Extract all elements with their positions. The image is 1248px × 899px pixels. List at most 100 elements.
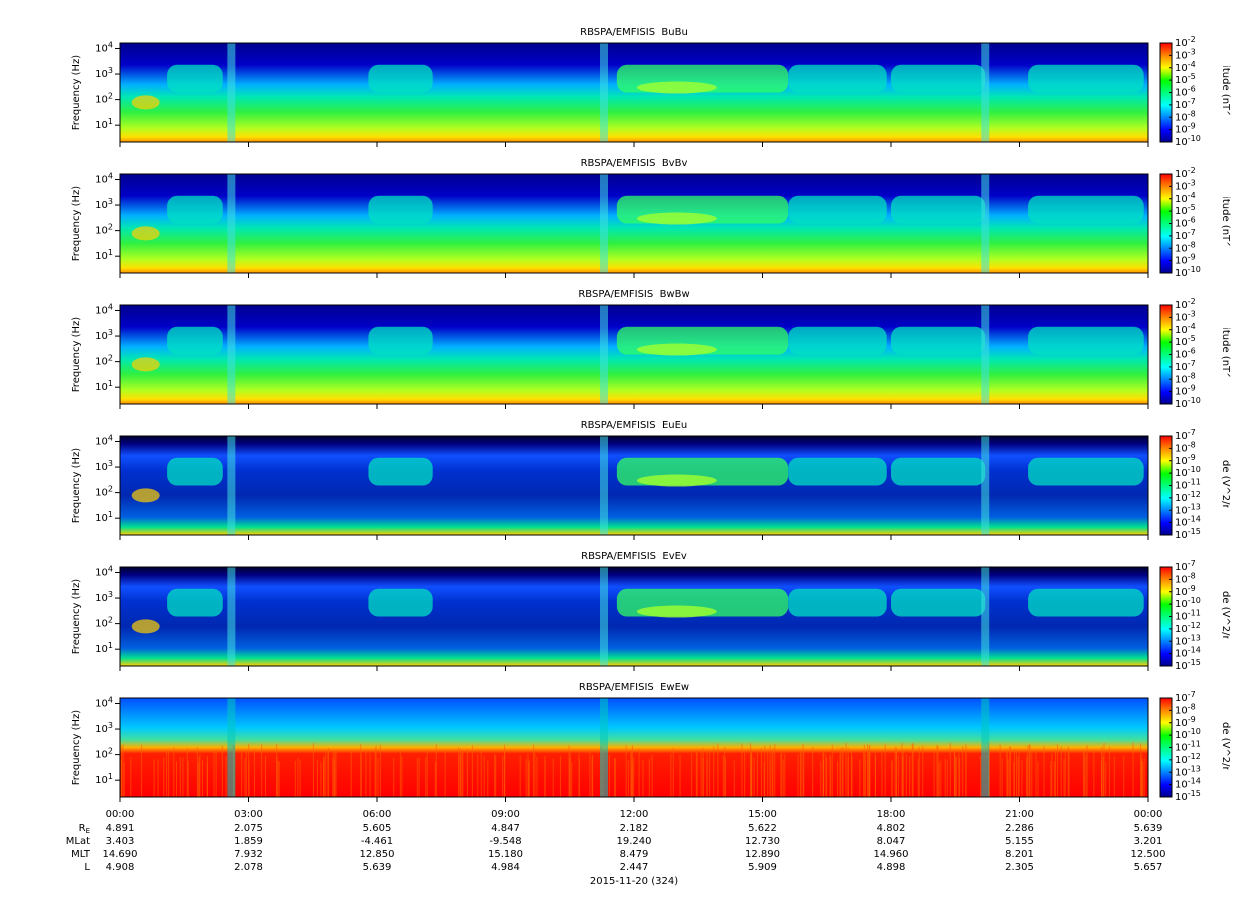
y-tick-label: 104 — [95, 564, 113, 579]
ephemeris-value: 2.078 — [234, 862, 263, 873]
colorbar-tick-label: 10-12 — [1175, 489, 1201, 504]
colorbar-tick-label: 10-12 — [1175, 751, 1201, 766]
ephemeris-value: 5.909 — [748, 862, 777, 873]
colorbar-tick-label: 10-7 — [1175, 690, 1196, 705]
y-tick-label: 102 — [95, 746, 113, 761]
event-streak — [600, 567, 609, 666]
chorus-band — [167, 195, 223, 224]
y-tick-label: 102 — [95, 91, 113, 106]
chorus-band — [788, 588, 887, 617]
colorbar-tick-label: 10-15 — [1175, 789, 1201, 804]
hiss-patch — [131, 226, 160, 241]
chorus-band — [891, 326, 986, 355]
y-tick-label: 103 — [95, 721, 113, 736]
colorbar-tick-label: 10-9 — [1175, 452, 1196, 467]
ephemeris-value: 4.984 — [491, 862, 520, 873]
ephemeris-value: 14.690 — [103, 849, 138, 860]
ephemeris-value: 8.047 — [877, 836, 906, 847]
event-streak — [227, 174, 236, 273]
chorus-band — [167, 457, 223, 486]
y-tick-label: 104 — [95, 171, 113, 186]
colorbar-tick-label: 10-6 — [1175, 346, 1196, 361]
colorbar-tick-label: 10-13 — [1175, 764, 1201, 779]
colorbar-tick-label: 10-4 — [1175, 190, 1196, 205]
hiss-patch — [131, 488, 160, 503]
ephemeris-value: 2.075 — [234, 823, 263, 834]
colorbar-tick-label: 10-11 — [1175, 608, 1201, 623]
event-streak — [981, 305, 990, 404]
ephemeris-value: 8.201 — [1005, 849, 1034, 860]
event-streak — [227, 436, 236, 535]
colorbar-tick-label: 10-12 — [1175, 620, 1201, 635]
ephemeris-value: 14.960 — [874, 849, 909, 860]
y-tick-label: 101 — [95, 248, 113, 263]
ephemeris-value: 4.908 — [106, 862, 135, 873]
colorbar-tick-label: 10-7 — [1175, 358, 1196, 373]
colorbar-tick-label: 10-14 — [1175, 514, 1201, 529]
colorbar-tick-label: 10-7 — [1175, 559, 1196, 574]
ephemeris-value: 1.859 — [234, 836, 263, 847]
colorbar-tick-label: 10-15 — [1175, 527, 1201, 542]
ephemeris-value: 12.500 — [1131, 849, 1166, 860]
ephemeris-value: 5.605 — [363, 823, 392, 834]
ephemeris-value: 15.180 — [488, 849, 523, 860]
y-axis-label: Frequency (Hz) — [71, 55, 82, 131]
colorbar-label: amplitude (V^2/m^2/Hz) — [1220, 422, 1231, 549]
y-tick-label: 103 — [95, 328, 113, 343]
colorbar-tick-label: 10-7 — [1175, 428, 1196, 443]
event-streak — [600, 43, 609, 142]
y-tick-label: 102 — [95, 615, 113, 630]
colorbar-tick-label: 10-6 — [1175, 84, 1196, 99]
hiss-patch — [131, 95, 160, 110]
panel-title: RBSPA/EMFISIS EvEv — [581, 551, 687, 562]
ephemeris-value: 12.890 — [745, 849, 780, 860]
y-tick-label: 104 — [95, 302, 113, 317]
y-tick-label: 104 — [95, 695, 113, 710]
colorbar-tick-label: 10-8 — [1175, 440, 1196, 455]
ephemeris-value: 4.802 — [877, 823, 906, 834]
y-tick-label: 103 — [95, 459, 113, 474]
chorus-band — [368, 64, 433, 93]
y-tick-label: 103 — [95, 197, 113, 212]
ephemeris-label: L — [84, 862, 90, 873]
ephemeris-value: 5.155 — [1005, 836, 1034, 847]
hiss-patch — [131, 619, 160, 634]
y-tick-label: 101 — [95, 379, 113, 394]
y-tick-label: 101 — [95, 641, 113, 656]
date-label: 2015-11-20 (324) — [590, 876, 678, 887]
chorus-band — [788, 195, 887, 224]
y-tick-label: 104 — [95, 433, 113, 448]
colorbar-tick-label: 10-2 — [1175, 166, 1196, 181]
colorbar-tick-label: 10-5 — [1175, 334, 1196, 349]
ephemeris-value: 19.240 — [617, 836, 652, 847]
chorus-band — [788, 326, 887, 355]
ephemeris-value: 2.447 — [620, 862, 649, 873]
x-tick-label: 00:00 — [1134, 809, 1163, 820]
chorus-band — [1028, 588, 1144, 617]
chorus-band — [368, 326, 433, 355]
ephemeris-value: 2.182 — [620, 823, 649, 834]
chorus-band — [368, 457, 433, 486]
panel-title: RBSPA/EMFISIS BwBw — [578, 289, 689, 300]
y-axis-label: Frequency (Hz) — [71, 579, 82, 655]
colorbar-tick-label: 10-7 — [1175, 96, 1196, 111]
colorbar-tick-label: 10-8 — [1175, 371, 1196, 386]
colorbar-tick-label: 10-10 — [1175, 727, 1201, 742]
colorbar-tick-label: 10-2 — [1175, 35, 1196, 50]
chorus-band — [788, 457, 887, 486]
colorbar-tick-label: 10-13 — [1175, 633, 1201, 648]
colorbar-label: amplitude (nT^2/Hz) — [1220, 302, 1231, 407]
chorus-band — [368, 588, 433, 617]
ephemeris-value: 4.847 — [491, 823, 520, 834]
y-tick-label: 101 — [95, 772, 113, 787]
colorbar-tick-label: 10-3 — [1175, 309, 1196, 324]
x-tick-label: 15:00 — [748, 809, 777, 820]
colorbar-tick-label: 10-11 — [1175, 477, 1201, 492]
y-axis-label: Frequency (Hz) — [71, 710, 82, 786]
emission-core — [636, 605, 717, 618]
ephemeris-label: MLat — [66, 836, 90, 847]
colorbar-tick-label: 10-8 — [1175, 571, 1196, 586]
y-tick-label: 102 — [95, 353, 113, 368]
ephemeris-value: -9.548 — [489, 836, 521, 847]
colorbar-tick-label: 10-8 — [1175, 109, 1196, 124]
